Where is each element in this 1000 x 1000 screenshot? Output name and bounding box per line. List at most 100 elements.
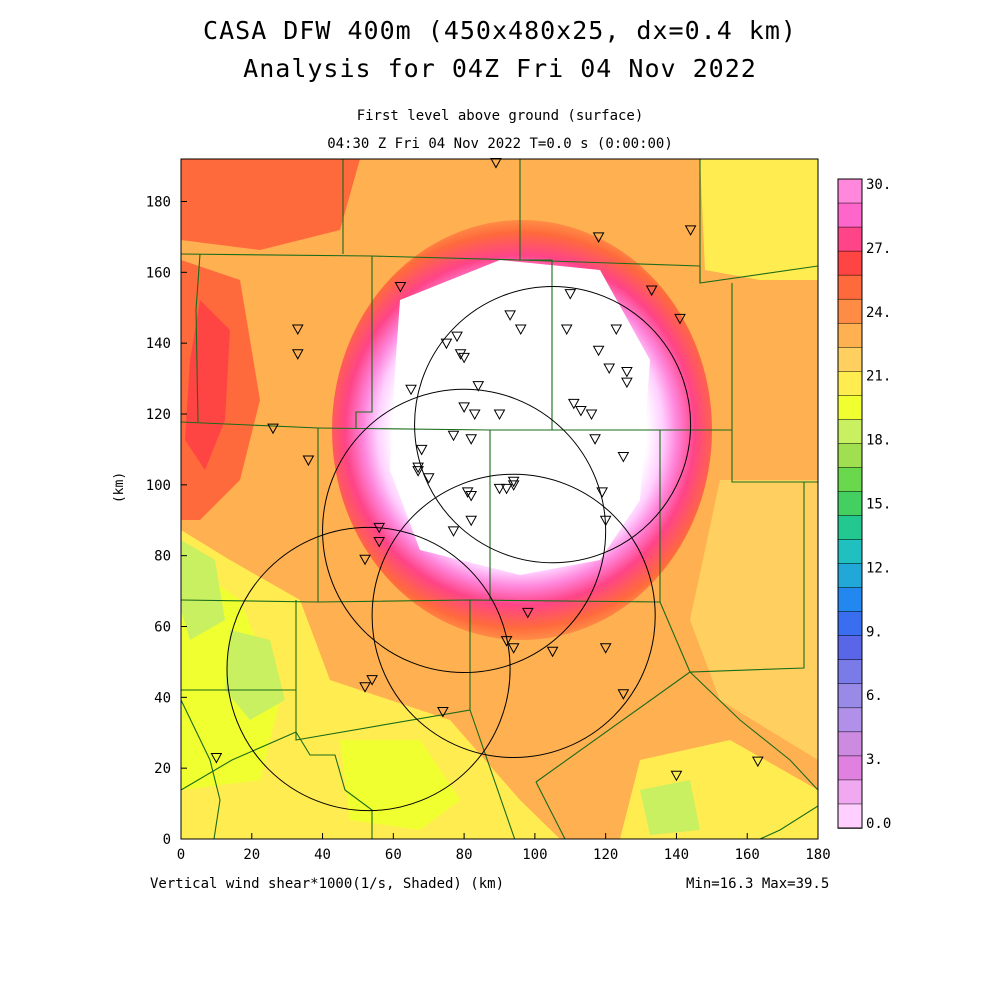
colorbar-swatch — [837, 274, 863, 300]
x-tick-label: 60 — [385, 847, 402, 863]
station-marker — [617, 689, 630, 700]
colorbar-label: 0.0 — [866, 816, 891, 832]
station-marker — [465, 434, 478, 445]
chart-subtitle-time: 04:30 Z Fri 04 Nov 2022 T=0.0 s (0:00:00… — [327, 136, 673, 152]
colorbar-swatch — [837, 707, 863, 733]
x-tick-label: 0 — [177, 847, 185, 863]
station-marker — [596, 487, 608, 498]
colorbar-swatch — [837, 322, 863, 349]
x-tick-label: 20 — [243, 847, 260, 863]
radar-range-ring — [226, 526, 511, 812]
colorbar-swatch — [837, 515, 863, 541]
station-marker — [422, 473, 435, 484]
colorbar-swatch — [837, 419, 863, 445]
y-tick-label: 80 — [154, 549, 171, 565]
station-marker — [451, 331, 463, 343]
y-axis: 0 20 40 60 80 100 120 140 160 180 — [146, 195, 187, 848]
radar-range-rings — [226, 286, 692, 812]
colorbar-label: 27. — [866, 241, 891, 257]
station-marker — [504, 310, 516, 321]
x-tick-label: 120 — [593, 847, 618, 863]
colorbar-swatch — [837, 371, 863, 397]
colorbar-swatch — [837, 563, 863, 589]
colorbar-swatch — [837, 755, 863, 781]
station-marker — [610, 324, 623, 336]
y-tick-label: 20 — [154, 761, 171, 777]
colorbar-label: 15. — [866, 497, 891, 513]
colorbar: 30. 27. 24. 21. 18. 15. 12. 9. 6. 3. 0.0 — [837, 177, 891, 832]
station-marker — [291, 324, 304, 336]
station-marker — [592, 232, 605, 243]
colorbar-swatch — [837, 491, 863, 517]
y-tick-label: 100 — [146, 478, 171, 494]
y-tick-label: 160 — [146, 265, 171, 281]
station-marker — [500, 636, 513, 647]
colorbar-swatch — [837, 395, 863, 421]
colorbar-swatch — [837, 587, 863, 613]
station-marker — [599, 515, 612, 527]
radar-range-ring — [322, 388, 607, 674]
station-marker — [394, 282, 407, 293]
station-marker — [461, 487, 474, 498]
station-marker — [302, 455, 315, 467]
y-tick-label: 60 — [154, 620, 171, 636]
station-marker — [493, 409, 506, 421]
station-marker — [412, 462, 424, 474]
station-marker — [560, 324, 573, 336]
colorbar-label: 24. — [866, 305, 891, 321]
station-marker — [373, 522, 386, 534]
colorbar-swatch — [837, 659, 863, 685]
station-marker — [567, 398, 580, 410]
station-marker — [500, 483, 513, 495]
colorbar-swatch — [837, 635, 863, 661]
station-markers — [210, 158, 764, 782]
colorbar-swatch — [837, 178, 863, 204]
station-marker — [447, 430, 460, 442]
station-marker — [521, 607, 534, 619]
station-marker — [621, 367, 633, 378]
station-marker — [465, 490, 478, 502]
station-marker — [437, 707, 449, 718]
shaded-field — [181, 159, 818, 839]
station-marker — [589, 434, 601, 445]
station-marker — [514, 324, 527, 336]
min-max-readout: Min=16.3 Max=39.5 — [686, 876, 830, 892]
colorbar-label: 6. — [866, 688, 883, 704]
station-marker — [291, 349, 304, 360]
station-marker — [468, 409, 481, 421]
chart-subtitle-level: First level above ground (surface) — [356, 108, 644, 124]
station-marker — [507, 643, 520, 654]
colorbar-label: 18. — [866, 433, 891, 449]
x-tick-label: 100 — [522, 847, 547, 863]
colorbar-swatch — [837, 226, 863, 252]
station-marker — [585, 409, 598, 421]
station-marker — [603, 363, 616, 374]
station-marker — [507, 480, 520, 491]
chart-title-line2: Analysis for 04Z Fri 04 Nov 2022 — [243, 54, 757, 83]
x-tick-label: 40 — [314, 847, 331, 863]
field-description: Vertical wind shear*1000(1/s, Shaded) (k… — [150, 876, 505, 892]
colorbar-swatch — [837, 298, 863, 324]
colorbar-frame — [837, 178, 863, 829]
x-axis: 0 20 40 60 80 100 120 140 160 180 — [177, 833, 831, 863]
station-marker — [373, 537, 386, 548]
colorbar-label: 30. — [866, 177, 891, 193]
station-marker — [621, 377, 633, 389]
station-marker — [458, 402, 470, 413]
colorbar-label: 21. — [866, 369, 891, 385]
colorbar-swatch — [837, 611, 863, 637]
station-marker — [210, 753, 223, 764]
station-marker — [359, 554, 371, 566]
x-tick-label: 80 — [456, 847, 473, 863]
y-tick-label: 180 — [146, 195, 171, 211]
station-marker — [359, 682, 371, 693]
station-marker — [405, 384, 417, 396]
station-marker — [751, 756, 764, 768]
station-marker — [546, 646, 559, 658]
y-tick-label: 0 — [163, 832, 171, 848]
station-marker — [472, 381, 485, 392]
station-marker — [575, 405, 587, 417]
station-marker — [592, 345, 605, 357]
radar-range-ring — [371, 473, 656, 759]
station-marker — [599, 643, 612, 654]
